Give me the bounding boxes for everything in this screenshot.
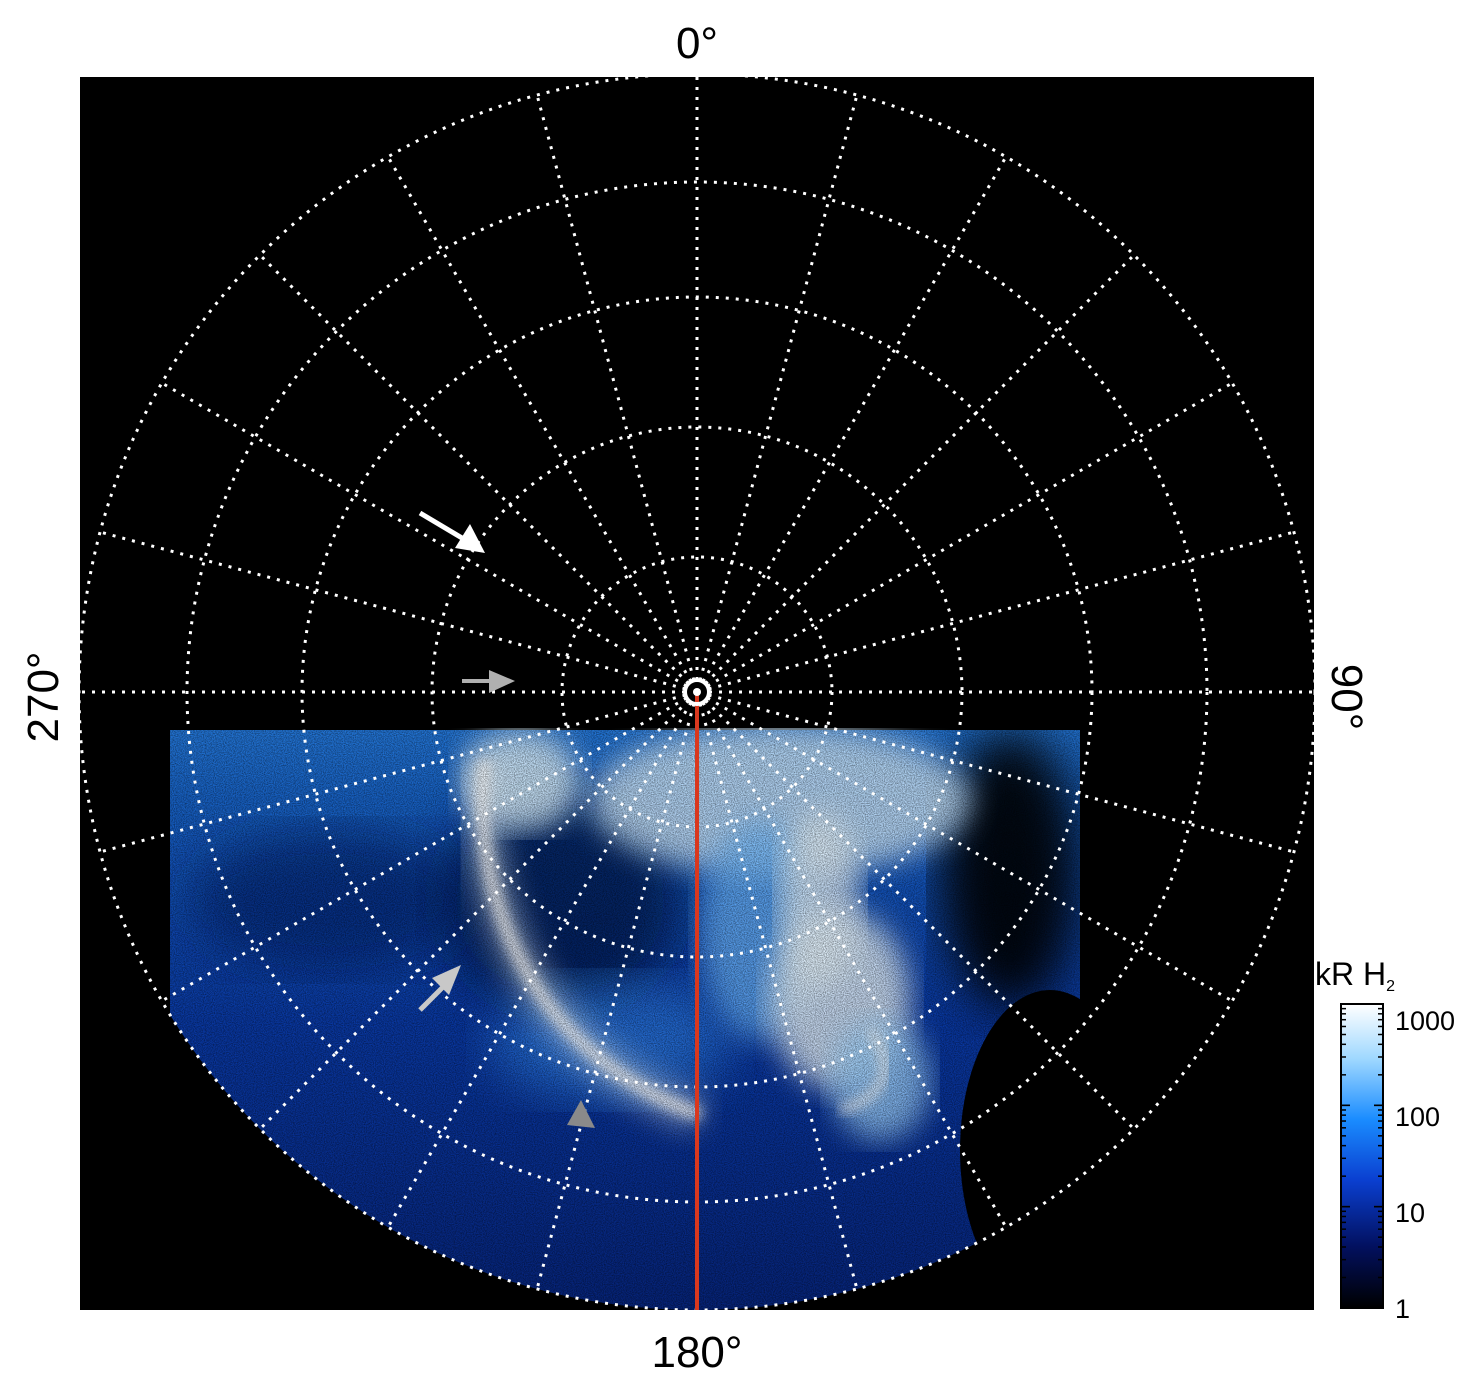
colorbar-gradient [1340, 1003, 1384, 1309]
longitude-meridian [535, 94, 696, 681]
longitude-meridian [99, 693, 686, 854]
longitude-meridian [701, 701, 1008, 1228]
longitude-label-right: 90° [1322, 664, 1371, 731]
arrowhead-grey-bottom [567, 1100, 595, 1128]
colorbar-title: kR H2 [1315, 956, 1395, 995]
colorbar-tick-label: 100 [1395, 1102, 1440, 1132]
longitude-meridian [698, 703, 859, 1290]
longitude-meridian [258, 253, 690, 685]
longitude-meridian [161, 696, 688, 1003]
colorbar-tick-label: 1 [1395, 1294, 1410, 1324]
longitude-meridian [706, 696, 1233, 1003]
longitude-meridian [99, 530, 686, 691]
colorbar: kR H2 1000 100 10 1 [1315, 956, 1455, 1324]
longitude-meridian [708, 693, 1295, 854]
longitude-meridian [706, 381, 1233, 688]
arrow-grey-lower [418, 965, 461, 1012]
longitude-meridian [161, 381, 688, 688]
longitude-meridian [386, 156, 693, 683]
longitude-label-left: 270° [19, 651, 68, 742]
longitude-meridian [708, 530, 1295, 691]
longitude-meridian [701, 156, 1008, 683]
longitude-meridian [704, 253, 1136, 685]
pole-marker [683, 678, 711, 706]
longitude-label-top: 0° [676, 19, 718, 68]
colorbar-ticks [1341, 1003, 1383, 1309]
arrow-white [418, 510, 485, 553]
longitude-meridian [535, 703, 696, 1290]
longitude-meridian [704, 699, 1136, 1131]
longitude-meridian [258, 699, 690, 1131]
arrow-grey-upper [462, 670, 515, 693]
colorbar-tick-label: 10 [1395, 1198, 1425, 1228]
longitude-meridian [386, 701, 693, 1228]
longitude-label-bottom: 180° [651, 1328, 742, 1377]
colorbar-tick-label: 1000 [1395, 1006, 1455, 1036]
longitude-meridian [698, 94, 859, 681]
aurora-emission [170, 728, 1080, 1310]
